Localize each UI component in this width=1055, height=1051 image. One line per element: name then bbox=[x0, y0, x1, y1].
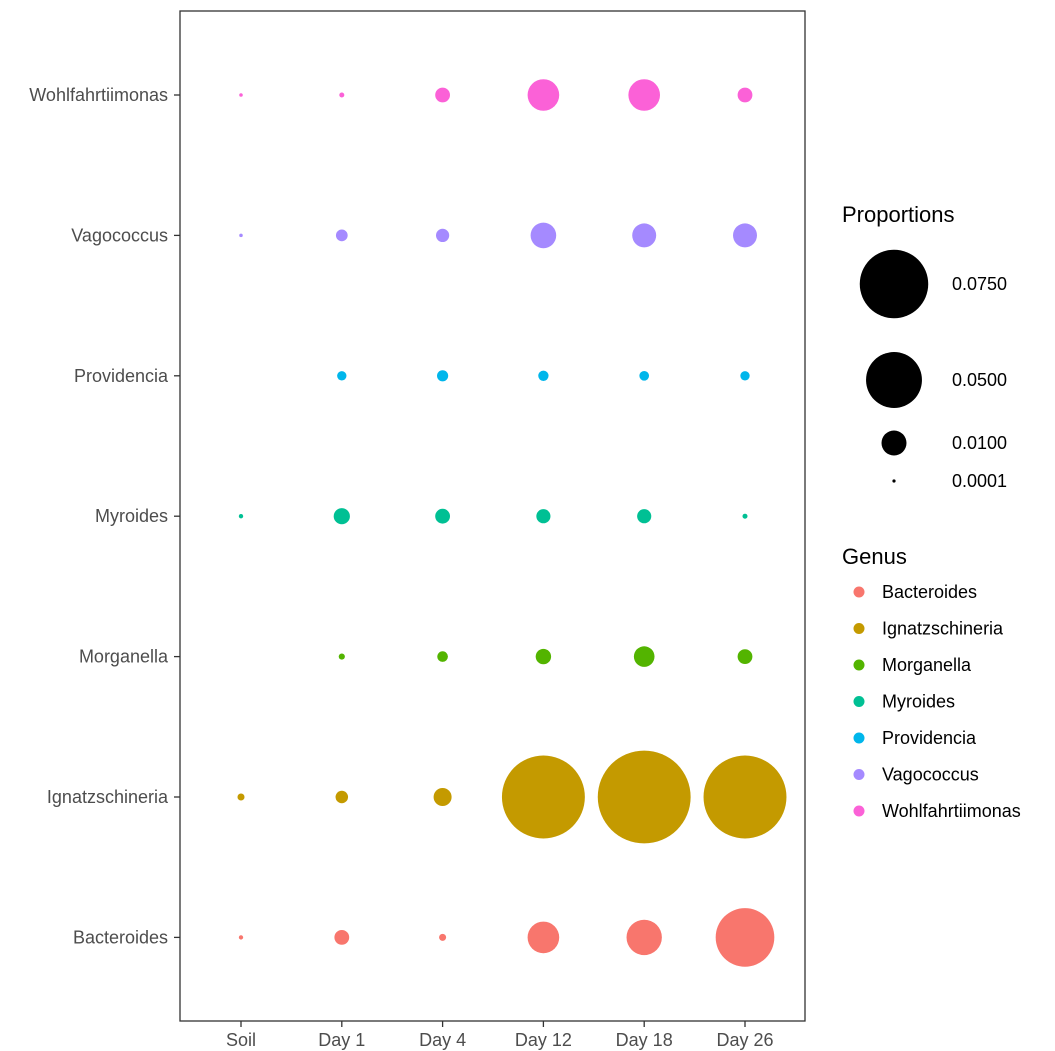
bubble-myroides-day-26 bbox=[742, 513, 748, 519]
bubble-providencia-day-1 bbox=[337, 371, 347, 381]
bubble-bacteroides-soil bbox=[238, 935, 244, 940]
y-axis: Bacteroides Ignatzschineria Morganella Myro… bbox=[29, 85, 180, 947]
bubble-ignatzschineria-soil bbox=[237, 793, 245, 801]
bubble-myroides-day-1 bbox=[333, 508, 350, 525]
bubble-myroides-day-4 bbox=[435, 508, 450, 524]
x-tick-label-day-1: Day 1 bbox=[318, 1030, 365, 1050]
color-legend-key-vagococcus bbox=[853, 769, 865, 780]
bubble-myroides-soil bbox=[238, 514, 244, 519]
color-legend-key-morganella bbox=[853, 659, 865, 671]
size-legend: Proportions 0.0750 0.0500 0.0100 0.0001 bbox=[842, 202, 1007, 491]
color-legend-key-providencia bbox=[853, 732, 865, 744]
x-tick-label-day-18: Day 18 bbox=[616, 1030, 673, 1050]
y-tick-label-bacteroides: Bacteroides bbox=[73, 927, 168, 947]
color-legend-label-wohlfahrtiimonas: Wohlfahrtiimonas bbox=[882, 801, 1021, 821]
size-legend-key-3 bbox=[892, 479, 896, 483]
bubble-ignatzschineria-day-26 bbox=[703, 755, 787, 839]
x-tick-label-soil: Soil bbox=[226, 1030, 256, 1050]
x-axis: Soil Day 1 Day 4 Day 12 Day 18 Day 26 bbox=[226, 1021, 774, 1050]
y-tick-label-ignatzschineria: Ignatzschineria bbox=[47, 787, 169, 807]
x-tick-label-day-4: Day 4 bbox=[419, 1030, 466, 1050]
x-tick-label-day-26: Day 26 bbox=[716, 1030, 773, 1050]
bubble-ignatzschineria-day-12 bbox=[501, 755, 585, 839]
size-legend-key-0 bbox=[859, 249, 929, 319]
size-legend-title: Proportions bbox=[842, 202, 955, 227]
bubble-morganella-day-4 bbox=[437, 651, 448, 662]
bubble-wohlfahrtiimonas-day-1 bbox=[339, 92, 345, 98]
bubble-morganella-day-12 bbox=[535, 648, 552, 665]
size-legend-label-1: 0.0500 bbox=[952, 370, 1007, 390]
bubble-ignatzschineria-day-4 bbox=[433, 787, 452, 807]
bubble-myroides-day-12 bbox=[536, 509, 551, 524]
bubble-vagococcus-soil bbox=[239, 233, 243, 238]
y-tick-label-myroides: Myroides bbox=[95, 506, 168, 526]
bubble-morganella-day-1 bbox=[338, 653, 345, 660]
y-tick-label-vagococcus: Vagococcus bbox=[71, 225, 168, 245]
y-tick-label-morganella: Morganella bbox=[79, 647, 169, 667]
bubble-providencia-day-26 bbox=[740, 371, 750, 381]
color-legend-title: Genus bbox=[842, 544, 907, 569]
y-tick-label-providencia: Providencia bbox=[74, 366, 169, 386]
bubble-wohlfahrtiimonas-day-4 bbox=[435, 87, 450, 103]
bubble-wohlfahrtiimonas-day-12 bbox=[527, 79, 560, 111]
size-legend-label-2: 0.0100 bbox=[952, 433, 1007, 453]
bubble-bacteroides-day-12 bbox=[527, 921, 560, 954]
color-legend: Genus Bacteroides Ignatzschineria Morganel… bbox=[842, 544, 1021, 821]
color-legend-key-ignatzschineria bbox=[853, 623, 865, 634]
bubble-vagococcus-day-18 bbox=[632, 223, 657, 248]
y-tick-label-wohlfahrtiimonas: Wohlfahrtiimonas bbox=[29, 85, 168, 105]
size-legend-key-2 bbox=[881, 430, 907, 456]
color-legend-key-bacteroides bbox=[853, 586, 865, 598]
bubble-wohlfahrtiimonas-day-26 bbox=[737, 87, 753, 103]
color-legend-key-myroides bbox=[853, 696, 865, 707]
color-legend-label-vagococcus: Vagococcus bbox=[882, 765, 979, 785]
bubble-myroides-day-18 bbox=[637, 509, 652, 524]
bubble-providencia-day-12 bbox=[538, 370, 549, 381]
size-legend-label-0: 0.0750 bbox=[952, 274, 1007, 294]
color-legend-label-ignatzschineria: Ignatzschineria bbox=[882, 619, 1004, 639]
bubble-morganella-day-18 bbox=[633, 646, 655, 667]
bubble-bacteroides-day-26 bbox=[715, 908, 775, 967]
size-legend-label-3: 0.0001 bbox=[952, 471, 1007, 491]
bubble-layer bbox=[237, 79, 787, 967]
bubble-vagococcus-day-12 bbox=[530, 222, 557, 249]
color-legend-label-morganella: Morganella bbox=[882, 655, 972, 675]
bubble-ignatzschineria-day-18 bbox=[597, 750, 691, 844]
bubble-wohlfahrtiimonas-day-18 bbox=[628, 79, 661, 111]
bubble-bacteroides-day-4 bbox=[439, 933, 447, 941]
color-legend-label-myroides: Myroides bbox=[882, 692, 955, 712]
color-legend-label-bacteroides: Bacteroides bbox=[882, 582, 977, 602]
x-tick-label-day-12: Day 12 bbox=[515, 1030, 572, 1050]
color-legend-key-wohlfahrtiimonas bbox=[853, 805, 865, 817]
bubble-morganella-day-26 bbox=[737, 649, 753, 664]
color-legend-label-providencia: Providencia bbox=[882, 728, 977, 748]
bubble-ignatzschineria-day-1 bbox=[335, 790, 349, 804]
bubble-vagococcus-day-26 bbox=[733, 223, 757, 248]
size-legend-key-1 bbox=[866, 352, 922, 408]
bubble-wohlfahrtiimonas-soil bbox=[239, 93, 243, 97]
bubble-vagococcus-day-4 bbox=[435, 228, 450, 243]
bubble-bacteroides-day-18 bbox=[626, 919, 662, 956]
bubble-vagococcus-day-1 bbox=[335, 229, 348, 242]
bubble-bacteroides-day-1 bbox=[334, 930, 350, 945]
bubble-providencia-day-4 bbox=[437, 370, 449, 382]
bubble-providencia-day-18 bbox=[639, 370, 650, 381]
